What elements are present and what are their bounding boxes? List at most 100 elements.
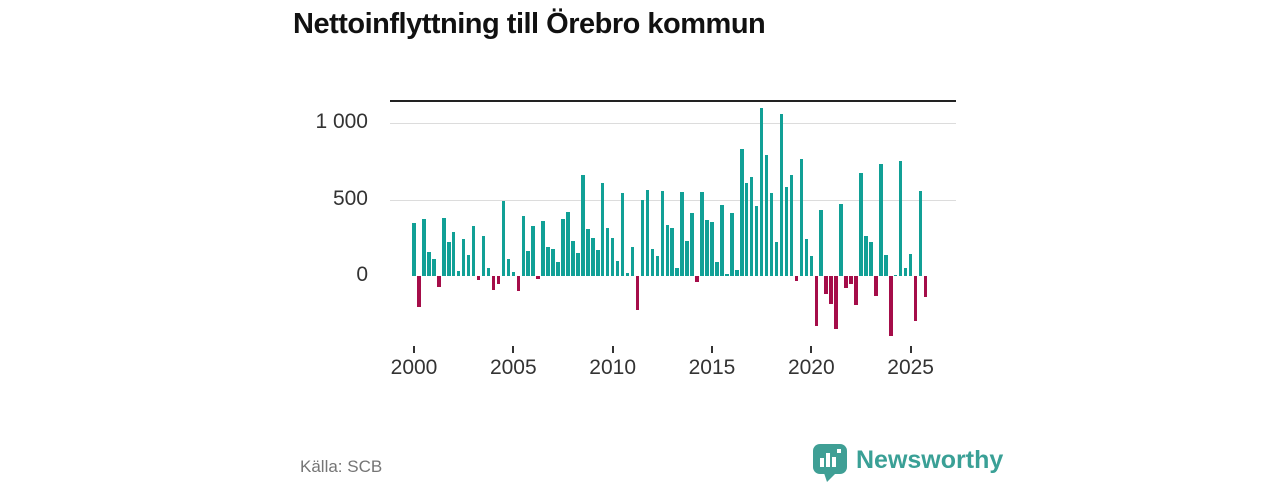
bar-positive — [546, 247, 550, 276]
bar-positive — [586, 228, 590, 276]
bar-positive — [720, 205, 724, 276]
bar-positive — [893, 275, 898, 276]
bar-positive — [690, 212, 694, 276]
bar-positive — [531, 225, 535, 276]
bar-negative — [417, 276, 421, 307]
bar-positive — [660, 191, 665, 276]
bar-negative — [814, 276, 819, 327]
bar-positive — [918, 191, 923, 276]
bar-negative — [849, 276, 853, 284]
bar-positive — [685, 240, 689, 276]
bar-positive — [481, 235, 486, 276]
bar-negative — [695, 276, 699, 283]
bar-positive — [456, 271, 461, 276]
gridline — [390, 123, 956, 125]
newsworthy-logo-link[interactable]: Newsworthy — [812, 443, 1003, 482]
bar-negative — [874, 276, 878, 296]
bar-positive — [769, 192, 774, 276]
bar-positive — [789, 174, 794, 276]
bar-positive — [859, 172, 863, 276]
x-tick-mark — [413, 346, 415, 353]
bar-positive — [645, 189, 650, 276]
bar-positive — [908, 253, 913, 276]
bar-positive — [451, 231, 456, 276]
bar-positive — [740, 148, 744, 276]
bar-positive — [600, 182, 605, 276]
bar-negative — [923, 276, 928, 297]
plot-area — [390, 100, 956, 358]
bar-positive — [486, 267, 491, 276]
bar-positive — [665, 224, 670, 276]
bar-positive — [625, 272, 630, 276]
bar-positive — [680, 192, 684, 276]
bar-negative — [476, 276, 481, 280]
bar-positive — [412, 222, 416, 276]
bar-positive — [650, 249, 655, 276]
bar-positive — [501, 201, 506, 276]
bar-positive — [839, 203, 843, 276]
bar-positive — [566, 211, 570, 276]
bar-positive — [903, 268, 908, 276]
bar-positive — [735, 269, 739, 276]
source-caption: Källa: SCB — [300, 457, 383, 476]
bar-positive — [715, 261, 719, 276]
bar-positive — [754, 205, 759, 276]
y-tick-label: 500 — [332, 186, 368, 210]
bar-positive — [779, 114, 784, 276]
bar-positive — [427, 251, 431, 276]
bar-positive — [561, 218, 565, 276]
bar-positive — [705, 220, 709, 276]
bar-positive — [675, 268, 679, 276]
x-tick-mark — [909, 346, 912, 353]
bar-positive — [864, 235, 868, 276]
bar-negative — [794, 276, 799, 281]
bar-positive — [447, 242, 451, 276]
newsworthy-bar-chart-icon — [813, 444, 847, 482]
bar-negative — [854, 276, 858, 305]
zero-axis-line — [390, 100, 956, 102]
bar-positive — [869, 241, 873, 276]
bar-positive — [700, 192, 704, 276]
bar-positive — [461, 238, 466, 276]
x-tick-mark — [611, 346, 614, 353]
bar-positive — [422, 218, 426, 276]
bar-positive — [819, 209, 823, 276]
bar-positive — [596, 250, 600, 276]
bar-negative — [829, 276, 833, 305]
x-tick-label: 2000 — [390, 356, 438, 379]
bar-positive — [670, 227, 674, 276]
bar-positive — [541, 221, 545, 276]
bar-positive — [521, 215, 525, 276]
x-tick-label: 2015 — [688, 356, 736, 379]
bar-negative — [491, 276, 496, 290]
bar-negative — [844, 276, 848, 289]
x-tick-label: 2025 — [887, 356, 934, 379]
bar-positive — [640, 199, 645, 276]
bar-positive — [511, 272, 516, 276]
bar-negative — [496, 276, 501, 285]
bar-positive — [655, 256, 660, 276]
bar-positive — [725, 273, 729, 276]
bar-negative — [437, 276, 441, 288]
bar-negative — [824, 276, 828, 294]
bar-negative — [536, 276, 540, 280]
bar-negative — [516, 276, 521, 292]
x-tick-mark — [810, 346, 813, 353]
bar-positive — [605, 227, 610, 276]
x-tick-mark — [512, 346, 515, 353]
bar-positive — [466, 255, 471, 276]
bar-positive — [879, 163, 883, 276]
bar-positive — [615, 260, 620, 276]
bar-positive — [471, 225, 476, 276]
bar-positive — [556, 261, 560, 276]
y-tick-label: 0 — [356, 263, 368, 286]
bar-positive — [884, 254, 888, 276]
x-tick-label: 2010 — [589, 356, 636, 379]
bar-positive — [432, 259, 436, 276]
bar-positive — [764, 155, 769, 276]
bar-negative — [834, 276, 838, 329]
bar-negative — [913, 276, 918, 322]
bar-positive — [506, 259, 511, 276]
x-tick-label: 2005 — [489, 356, 537, 379]
bar-positive — [551, 248, 555, 276]
